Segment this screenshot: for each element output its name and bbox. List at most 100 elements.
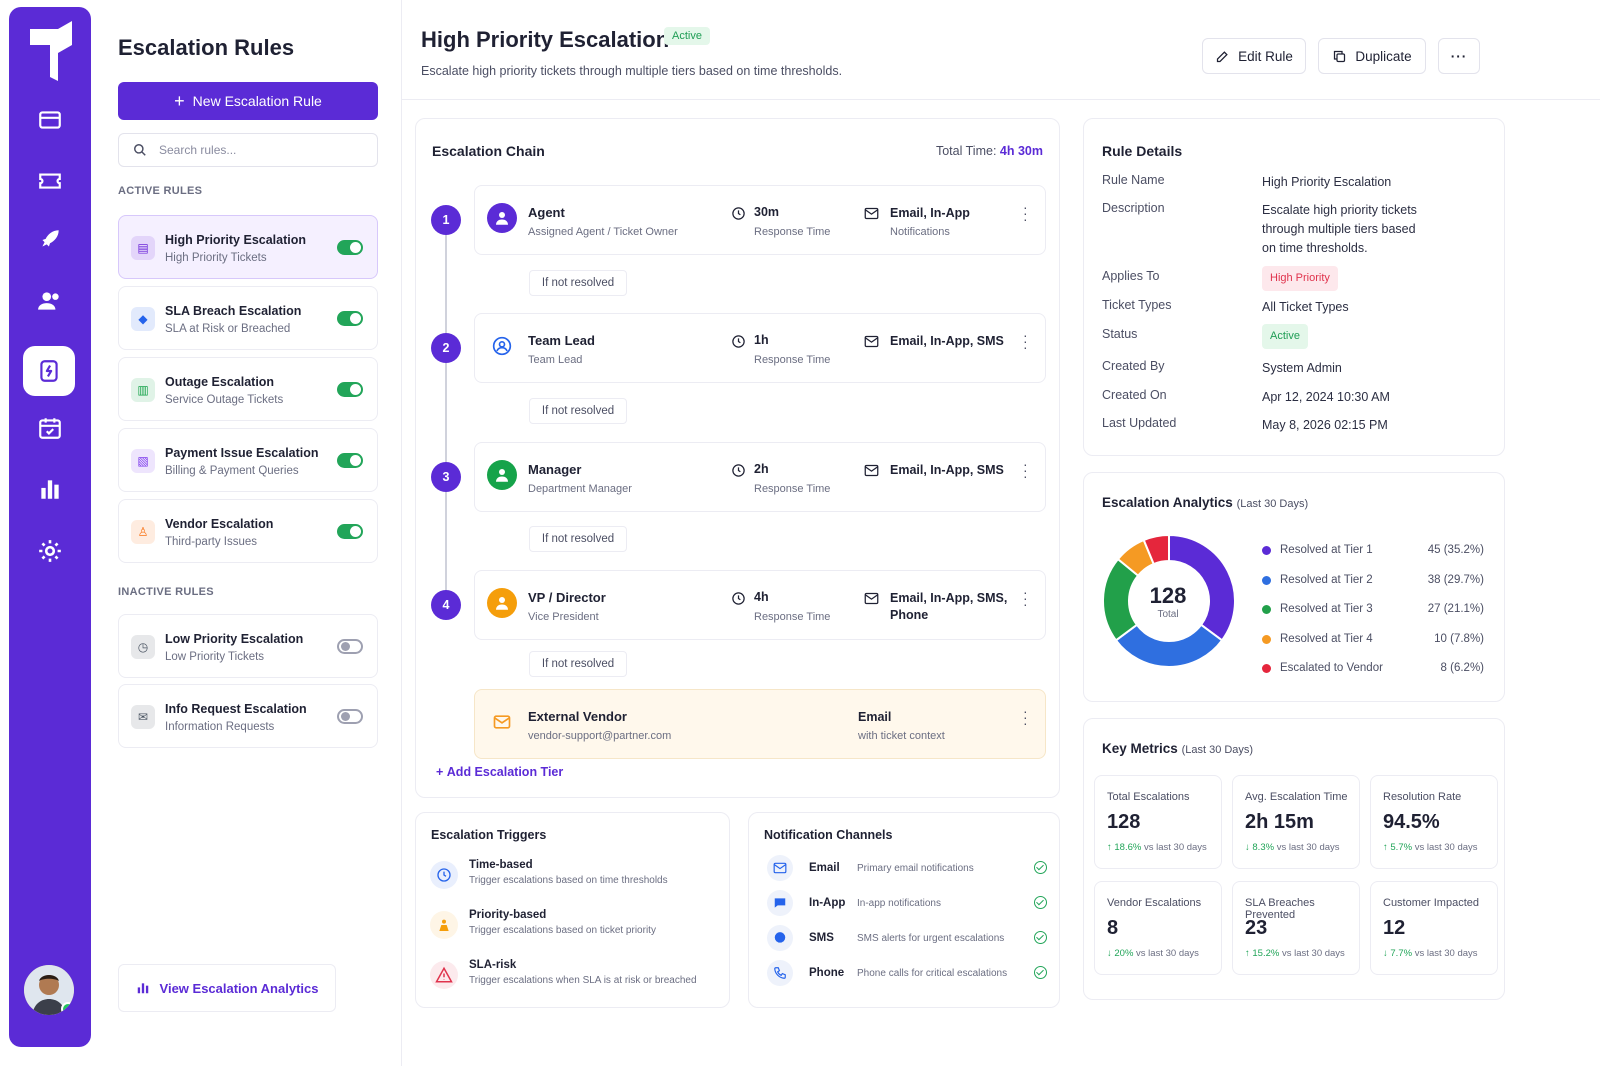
notification-channel-item[interactable]: Phone Phone calls for critical escalation… (767, 960, 1047, 990)
search-icon (134, 144, 146, 156)
escalation-icon[interactable] (23, 346, 75, 396)
tier-card[interactable]: Team Lead Team Lead 1h Response Time Email, … (474, 313, 1046, 383)
legend-value: 38 (29.7%) (1427, 573, 1484, 586)
detail-value: May 8, 2026 02:15 PM (1262, 418, 1388, 432)
rule-title: High Priority Escalation (165, 233, 307, 247)
kebab-menu-icon[interactable]: · · · (1023, 327, 1028, 355)
duplicate-button[interactable]: Duplicate (1318, 38, 1426, 74)
metric-delta-value: ↓ 20% (1107, 948, 1133, 959)
trigger-description: Trigger escalations based on time thresh… (469, 875, 668, 886)
donut-slice[interactable] (1114, 623, 1224, 668)
rule-item[interactable]: ✉ Info Request Escalation Information Requ… (118, 684, 378, 748)
new-rule-button[interactable]: + New Escalation Rule (118, 82, 378, 120)
trigger-item[interactable]: SLA-risk Trigger escalations when SLA is … (430, 955, 720, 999)
metric-card: SLA Breaches Prevented 23 ↑ 15.2% vs last … (1232, 881, 1360, 975)
legend-label: Resolved at Tier 2 (1280, 573, 1373, 586)
check-circle-icon (1034, 931, 1047, 944)
detail-value: All Ticket Types (1262, 300, 1349, 314)
avatar[interactable] (24, 965, 74, 1015)
director-icon (487, 588, 517, 618)
metric-delta: ↓ 7.7% vs last 30 days (1383, 948, 1478, 959)
add-tier-button[interactable]: + Add Escalation Tier (436, 765, 563, 779)
edit-rule-label: Edit Rule (1238, 48, 1293, 64)
gear-icon[interactable] (33, 534, 67, 568)
donut-slice[interactable] (1142, 533, 1170, 566)
metric-delta-percent: 18.6% (1114, 842, 1142, 853)
vendor-tier[interactable]: External Vendor vendor-support@partner.c… (474, 689, 1046, 759)
rule-item[interactable]: ▤ High Priority Escalation High Priority T… (118, 215, 378, 279)
notification-channel-item[interactable]: In-App In-app notifications (767, 890, 1047, 920)
notification-channel-item[interactable]: Email Primary email notifications (767, 855, 1047, 885)
rule-toggle[interactable] (337, 639, 363, 654)
priority-badge: High Priority (1262, 266, 1338, 291)
vendor-email: vendor-support@partner.com (528, 730, 672, 742)
metric-card: Avg. Escalation Time 2h 15m ↓ 8.3% vs last… (1232, 775, 1360, 869)
kebab-menu-icon[interactable]: · · · (1023, 703, 1028, 731)
rule-toggle[interactable] (337, 382, 363, 397)
donut-chart (1102, 533, 1236, 668)
more-options-button[interactable]: ··· (1438, 38, 1480, 74)
rule-toggle[interactable] (337, 453, 363, 468)
rule-item[interactable]: ♙ Vendor Escalation Third-party Issues (118, 499, 378, 563)
rule-title: Payment Issue Escalation (165, 446, 319, 460)
rule-toggle[interactable] (337, 311, 363, 326)
rule-toggle[interactable] (337, 240, 363, 255)
search-field[interactable]: Search rules... (118, 133, 378, 167)
metric-delta-percent: 20% (1114, 948, 1134, 959)
rule-toggle[interactable] (337, 709, 363, 724)
kebab-menu-icon[interactable]: · · · (1023, 584, 1028, 612)
legend-value: 10 (7.8%) (1434, 632, 1484, 645)
donut-slice[interactable] (1168, 533, 1236, 642)
rule-item[interactable]: ◷ Low Priority Escalation Low Priority Tic… (118, 614, 378, 678)
kebab-menu-icon[interactable]: · · · (1023, 199, 1028, 227)
kebab-menu-icon[interactable]: · · · (1023, 456, 1028, 484)
trigger-item[interactable]: Time-based Trigger escalations based on t… (430, 855, 720, 899)
escalation-chain-card: Escalation Chain Total Time: 4h 30m 1 Age… (415, 118, 1060, 798)
rule-subtitle: SLA at Risk or Breached (165, 323, 291, 335)
tier-card[interactable]: Agent Assigned Agent / Ticket Owner 30m Res… (474, 185, 1046, 255)
tier-name: Team Lead (528, 333, 595, 348)
tier-number: 1 (431, 205, 461, 235)
users-icon[interactable] (33, 284, 67, 318)
document-icon: ▤ (131, 236, 155, 260)
rule-toggle[interactable] (337, 524, 363, 539)
metric-arrow: ↑ (1107, 842, 1112, 853)
view-analytics-button[interactable]: View Escalation Analytics (118, 964, 336, 1012)
search-input[interactable]: Search rules... (159, 143, 237, 157)
rule-item[interactable]: ◆ SLA Breach Escalation SLA at Risk or Bre… (118, 286, 378, 350)
metric-card: Customer Impacted 12 ↓ 7.7% vs last 30 day… (1370, 881, 1498, 975)
rule-item[interactable]: ▧ Payment Issue Escalation Billing & Payme… (118, 428, 378, 492)
trigger-item[interactable]: Priority-based Trigger escalations based … (430, 905, 720, 949)
rule-item[interactable]: ▥ Outage Escalation Service Outage Tickets (118, 357, 378, 421)
metrics-title-text: Key Metrics (1102, 741, 1178, 756)
tier-number: 2 (431, 333, 461, 363)
tier-card[interactable]: VP / Director Vice President 4h Response Ti… (474, 570, 1046, 640)
detail-label: Created On (1102, 388, 1167, 402)
tier-role: Assigned Agent / Ticket Owner (528, 226, 678, 238)
legend-dot (1262, 664, 1271, 673)
metric-value: 94.5% (1383, 811, 1440, 833)
calendar-icon[interactable] (33, 411, 67, 445)
legend-dot (1262, 546, 1271, 555)
mail-icon (864, 335, 879, 353)
ticket-icon[interactable] (33, 163, 67, 197)
channel-name: In-App (809, 897, 846, 909)
tickets-icon[interactable] (33, 103, 67, 137)
rule-title: SLA Breach Escalation (165, 304, 302, 318)
notification-channel-item[interactable]: SMS SMS alerts for urgent escalations (767, 925, 1047, 955)
tier-number: 3 (431, 462, 461, 492)
notification-channels-card: Notification Channels Email Primary email… (748, 812, 1060, 1008)
tier-name: Manager (528, 462, 582, 477)
metric-label: SLA Breaches Prevented (1245, 897, 1315, 921)
triggers-title: Escalation Triggers (431, 828, 547, 842)
if-not-resolved-label: If not resolved (529, 651, 627, 677)
metrics-title: Key Metrics (Last 30 Days) (1102, 741, 1253, 756)
rocket-icon[interactable] (33, 223, 67, 257)
chart-icon[interactable] (33, 472, 67, 506)
legend-dot (1262, 634, 1271, 644)
tier-card[interactable]: Manager Department Manager 2h Response Time… (474, 442, 1046, 512)
channel-name: Email (809, 862, 840, 874)
metric-delta-value: ↑ 15.2% (1245, 948, 1279, 959)
legend-value: 45 (35.2%) (1427, 544, 1484, 556)
edit-rule-button[interactable]: Edit Rule (1202, 38, 1306, 74)
